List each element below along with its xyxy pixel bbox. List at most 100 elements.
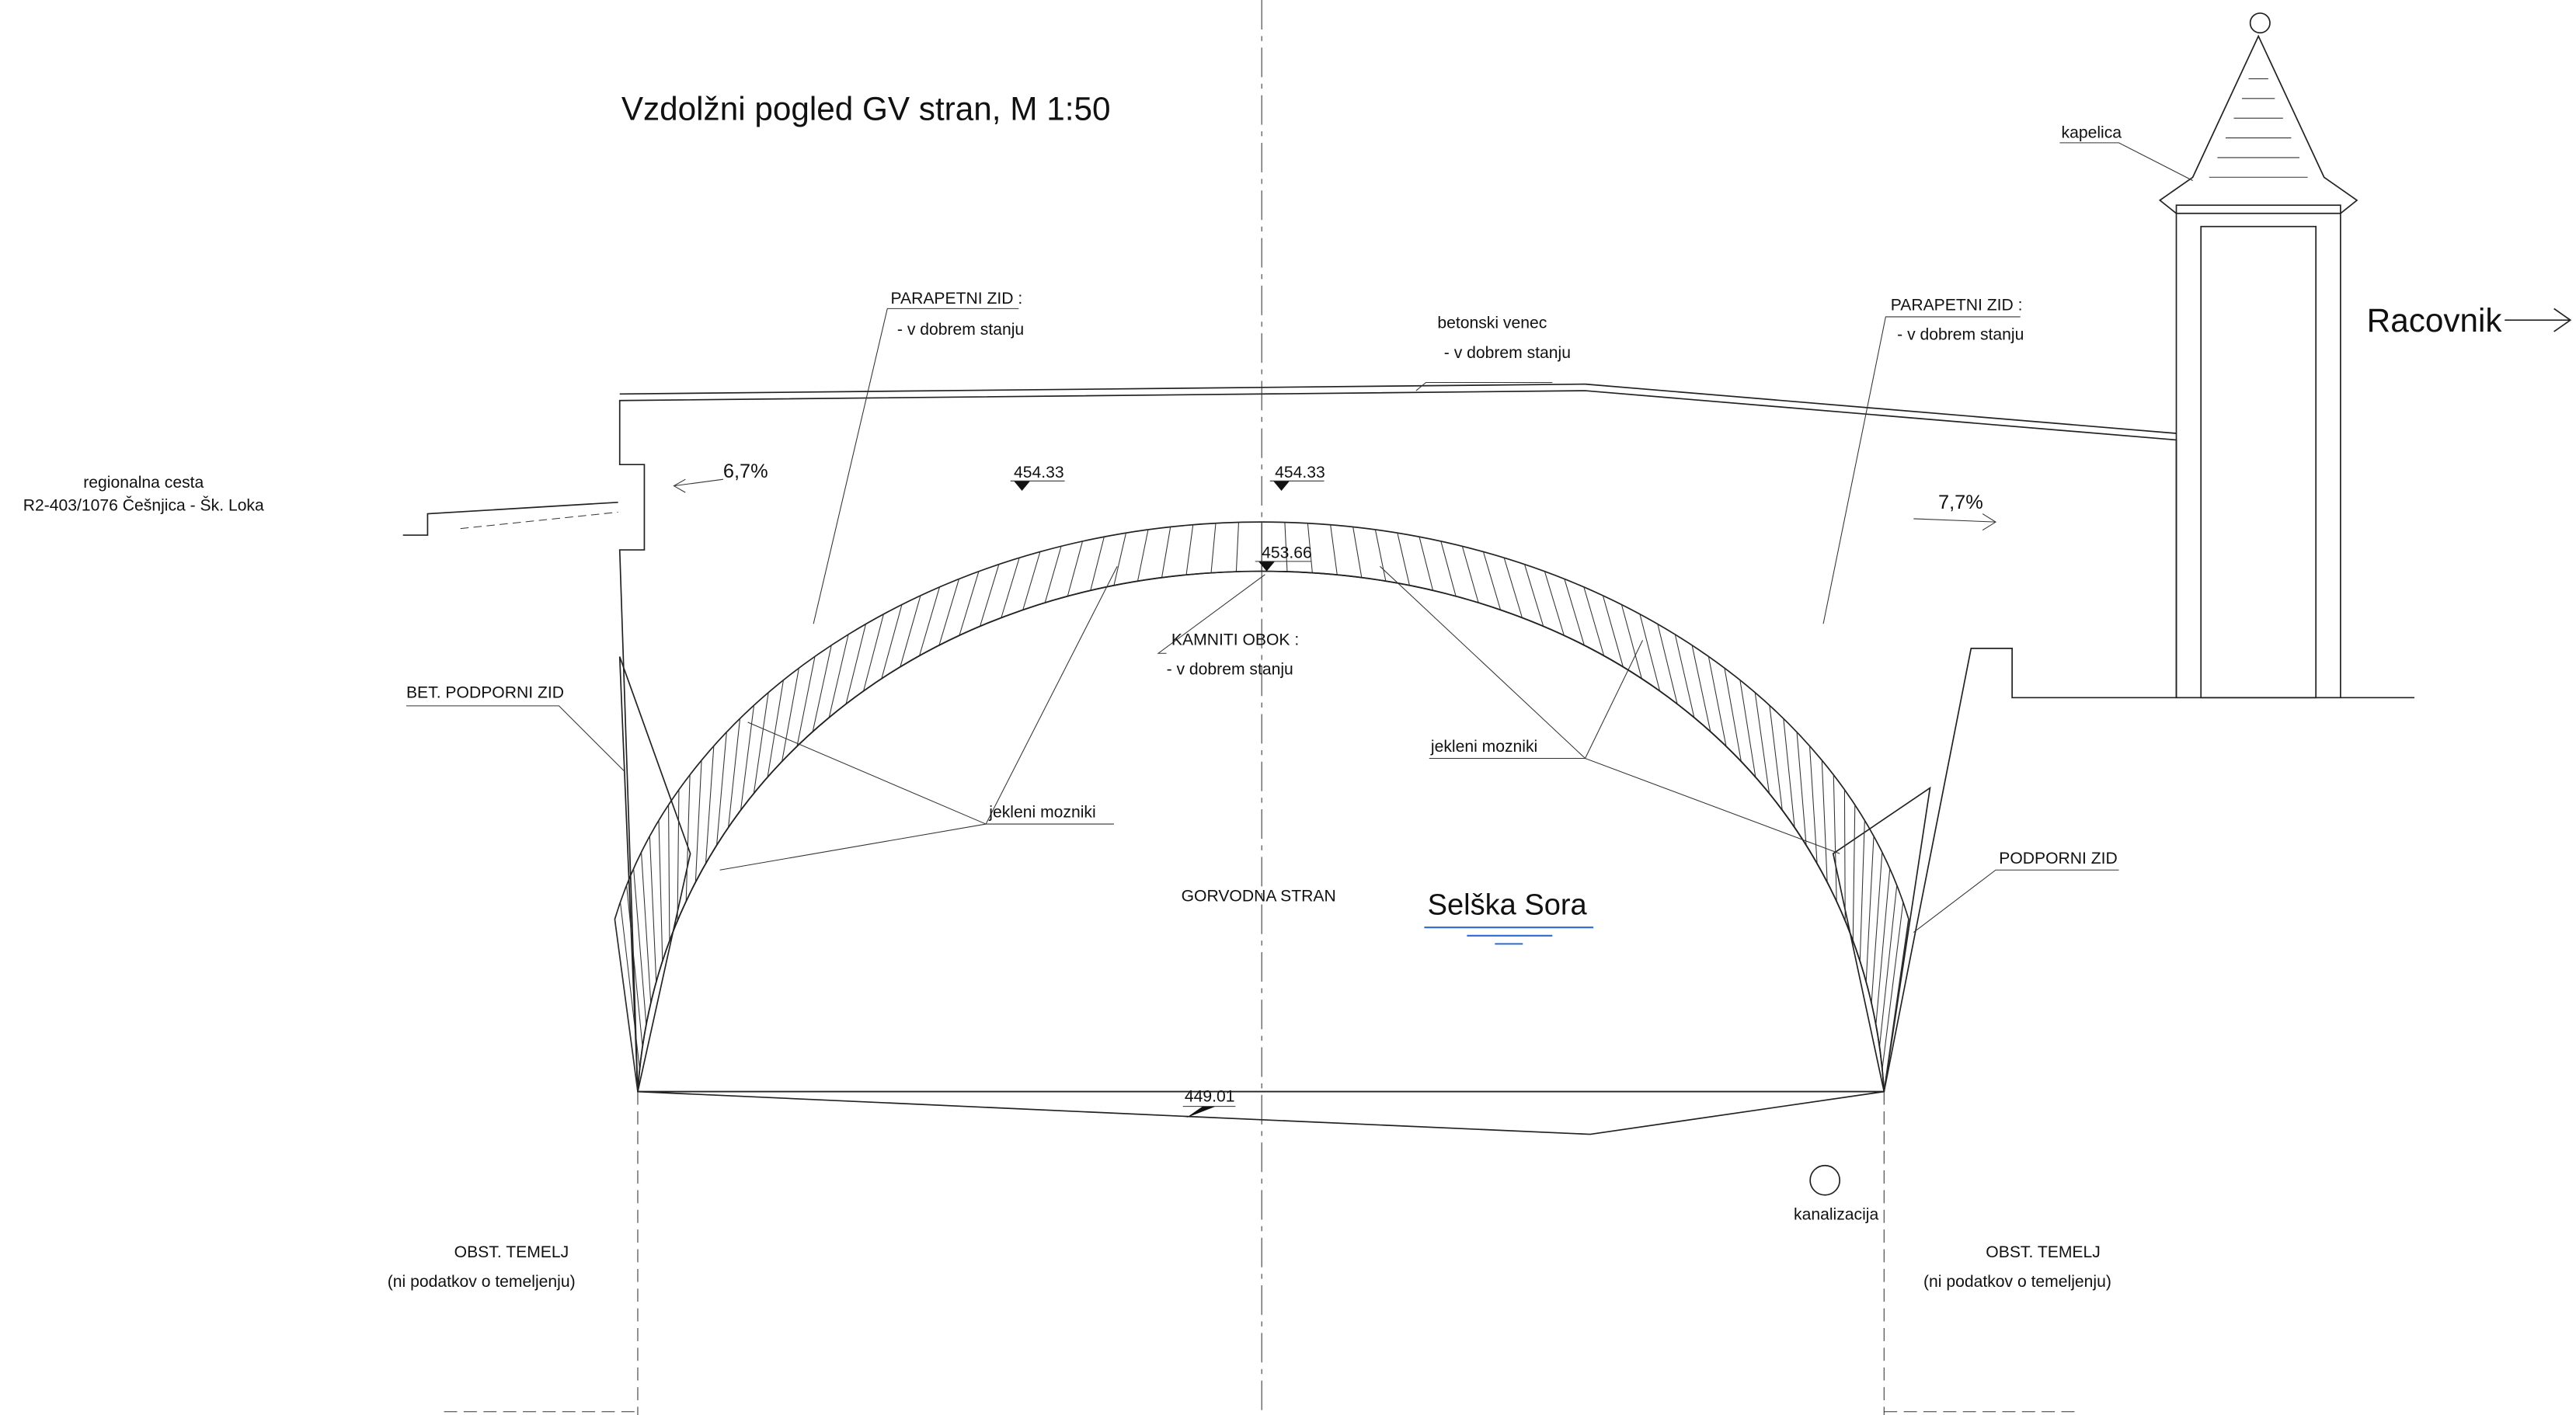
voussoir-joint [1185,524,1194,575]
voussoir-joint [1871,852,1883,1003]
voussoir-joint [1583,586,1605,656]
voussoir-joint [1482,551,1502,610]
arch-opening [637,570,1885,1093]
voussoir-joint [1852,805,1856,941]
voussoir-joint [767,680,784,777]
voussoir-joint [626,885,643,1047]
leader [1380,565,1840,854]
voussoir-joint [1397,533,1410,586]
voussoir-joint [1284,522,1288,572]
voussoir-joint [812,645,832,732]
voussoir-joint [740,705,755,811]
voussoir-joint [1440,541,1457,596]
label: OBST. TEMELJ [454,1243,569,1261]
voussoir-joint [1067,541,1084,596]
level-mark [1185,1106,1216,1118]
voussoir-joint [1754,692,1770,794]
voussoir-joint [1859,820,1865,961]
road [460,511,618,530]
slope: 7,7% [1938,492,1983,513]
leader [813,308,1019,624]
chapel-hatch [2200,225,2317,699]
voussoir-joint [1544,571,1565,636]
voussoir-joint [1674,634,1695,718]
title: Vzdolžni pogled GV stran, M 1:50 [621,90,1111,127]
left-support [618,656,691,1092]
label: - v dobrem stanju [1897,326,2024,344]
label: kanalizacija [1794,1205,1878,1223]
label: PARAPETNI ZID : [1891,296,2023,314]
leader [1822,316,2021,624]
voussoir-joint [1843,789,1846,921]
level-mark [1258,561,1276,572]
slope-arrow [673,478,1996,531]
roof-lines [2209,78,2308,178]
voussoirs [614,522,1909,1092]
voussoir-joint [1769,705,1783,811]
voussoir-joint [900,595,921,667]
right-support [1832,786,1931,1092]
voussoir-joint [1833,774,1837,902]
sewer-pipe [1809,1164,1841,1196]
voussoir-joint [668,805,670,941]
voussoir-joint [1090,537,1105,591]
voussoir-joint [796,656,816,747]
voussoir-joint [1235,522,1240,572]
label: BET. PODPORNI ZID [406,683,564,701]
voussoir-joint [1419,537,1434,591]
label: - v dobrem stanju [897,321,1024,339]
leader [1913,869,2119,933]
label: betonski venec [1437,315,1547,332]
voussoir-joint [1657,624,1678,704]
voussoir-joint [1307,523,1313,573]
label: (ni podatkov o temeljenju) [388,1273,576,1291]
label: PODPORNI ZID [1999,850,2118,867]
voussoir-joint [959,571,980,636]
voussoir-joint [1809,746,1818,864]
voussoir-joint [828,634,849,718]
voussoir-joint [938,579,959,646]
label: PARAPETNI ZID : [890,290,1022,308]
label: jekleni mozniki [988,804,1095,822]
voussoir-joint [1461,546,1479,603]
voussoir-joint [694,760,702,882]
cornice [619,383,1586,395]
riverbed [637,1090,1885,1135]
voussoir-joint [1374,529,1387,582]
voussoir-joint [1210,523,1217,573]
label: jekleni mozniki [1430,738,1537,756]
label: GORVODNA STRAN [1182,887,1336,905]
voussoir-joint [1875,868,1891,1025]
voussoir-joint [1724,668,1742,762]
voussoir-joint [633,868,647,1025]
leader [1415,381,1553,391]
voussoir-joint [1330,524,1338,575]
voussoir-joint [620,902,640,1069]
voussoir-joint [685,774,691,902]
voussoir-joint [1796,732,1807,846]
voussoir-joint [658,820,663,961]
voussoir-joint [1044,546,1062,603]
voussoir-joint [1821,760,1828,882]
level-mark [1014,481,1031,491]
label: KAMNITI OBOK : [1171,631,1299,649]
voussoir-joint [1352,527,1363,578]
chapel-finial [2249,12,2271,34]
voussoir-joint [1882,902,1904,1069]
voussoir-joint [1639,614,1661,691]
voussoir-joint [782,668,799,762]
voussoir-joint [705,746,715,864]
voussoir-joint [1524,564,1544,627]
label: R2-403/1076 Češnjica - Šk. Loka [23,496,264,514]
label: - v dobrem stanju [1167,661,1293,679]
voussoir-joint [1707,656,1727,747]
leader [1157,574,1265,654]
leader [406,705,625,772]
voussoir-joint [1022,551,1041,610]
river-name: Selška Sora [1428,888,1588,921]
voussoir-joint [1564,579,1585,646]
leader [719,565,1118,871]
voussoir-joint [1883,919,1909,1092]
voussoir-joint [614,919,639,1092]
